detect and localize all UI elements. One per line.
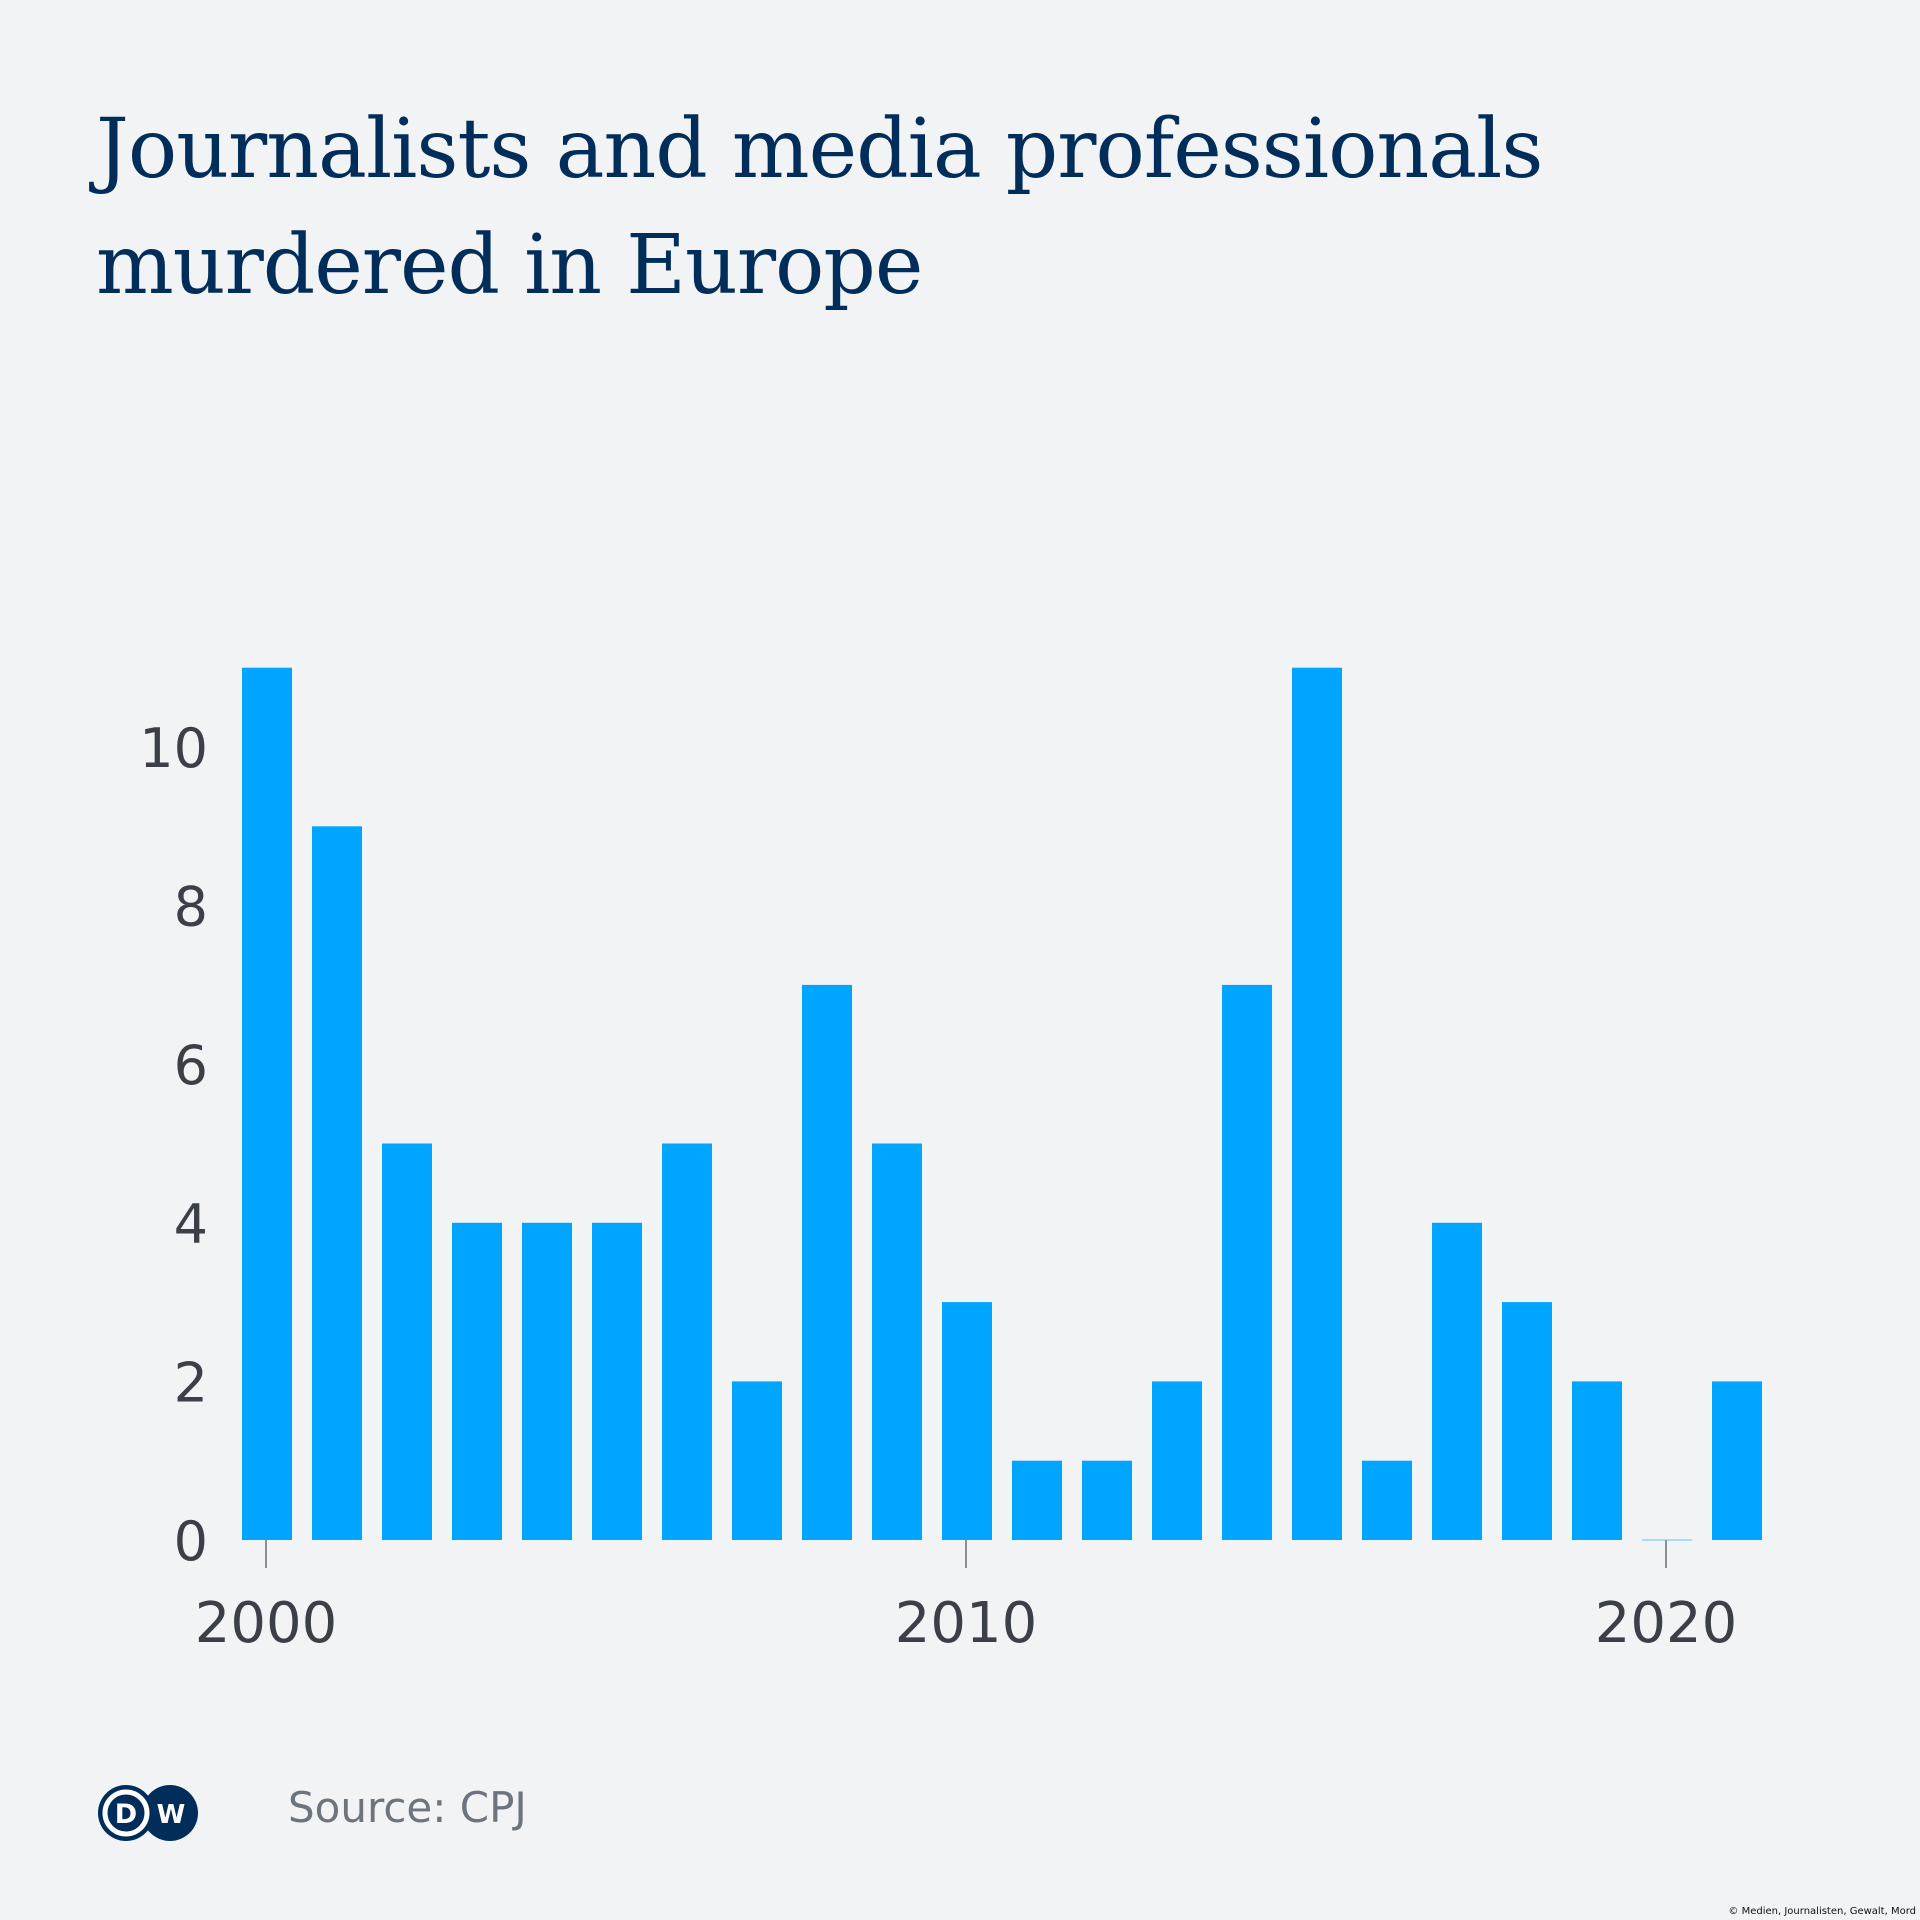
bar-2016 — [1362, 1460, 1412, 1540]
bar-2018 — [1502, 1302, 1552, 1540]
bar-2013 — [1152, 1381, 1202, 1540]
bars-group — [242, 667, 1762, 1541]
bar-2010 — [942, 1302, 992, 1540]
x-tick-label: 2020 — [1595, 1591, 1738, 1656]
y-axis: 0 2 4 6 8 10 — [139, 717, 1667, 1573]
credit-text: © Medien, Journalisten, Gewalt, Mord — [1728, 1906, 1916, 1917]
source-label: Source: CPJ — [288, 1783, 527, 1832]
bar-2011 — [1012, 1460, 1062, 1540]
dw-logo: D W — [98, 1785, 198, 1841]
bar-2006 — [662, 1143, 712, 1540]
x-axis: 2000 2010 2020 — [195, 1591, 1738, 1656]
bar-2004 — [522, 1222, 572, 1540]
y-tick-label: 0 — [174, 1510, 208, 1573]
bar-2002 — [382, 1143, 432, 1540]
bar-2014 — [1222, 984, 1272, 1540]
bar-chart: 0 2 4 6 8 10 2000 2010 2020 — [139, 667, 1762, 1656]
bar-2009 — [872, 1143, 922, 1540]
y-tick-label: 10 — [139, 717, 208, 780]
y-tick-label: 8 — [174, 876, 208, 939]
bar-2012 — [1082, 1460, 1132, 1540]
bar-2021 — [1712, 1381, 1762, 1540]
y-tick-label: 2 — [174, 1351, 208, 1414]
bar-2000 — [242, 667, 292, 1540]
x-tick-label: 2010 — [895, 1591, 1038, 1656]
bar-2008 — [802, 984, 852, 1540]
logo-letter-w: W — [157, 1800, 186, 1830]
chart-title: Journalists and media professionals murd… — [96, 102, 1544, 313]
bar-2005 — [592, 1222, 642, 1540]
bar-2001 — [312, 826, 362, 1540]
bar-2007 — [732, 1381, 782, 1540]
y-tick-label: 4 — [174, 1193, 208, 1256]
bar-2017 — [1432, 1222, 1482, 1540]
bar-2003 — [452, 1222, 502, 1540]
y-tick-label: 6 — [174, 1034, 208, 1097]
logo-letter-d: D — [115, 1799, 137, 1830]
bar-2019 — [1572, 1381, 1622, 1540]
bar-2015 — [1292, 667, 1342, 1540]
x-tick-label: 2000 — [195, 1591, 338, 1656]
